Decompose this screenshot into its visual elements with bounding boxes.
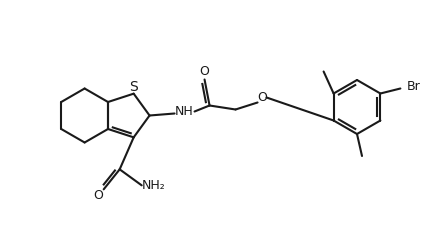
Text: NH₂: NH₂ (142, 179, 166, 192)
Text: NH: NH (175, 105, 194, 118)
Text: O: O (94, 189, 104, 202)
Text: O: O (199, 65, 209, 78)
Text: O: O (258, 91, 268, 104)
Text: Br: Br (407, 80, 420, 93)
Text: S: S (129, 80, 138, 94)
